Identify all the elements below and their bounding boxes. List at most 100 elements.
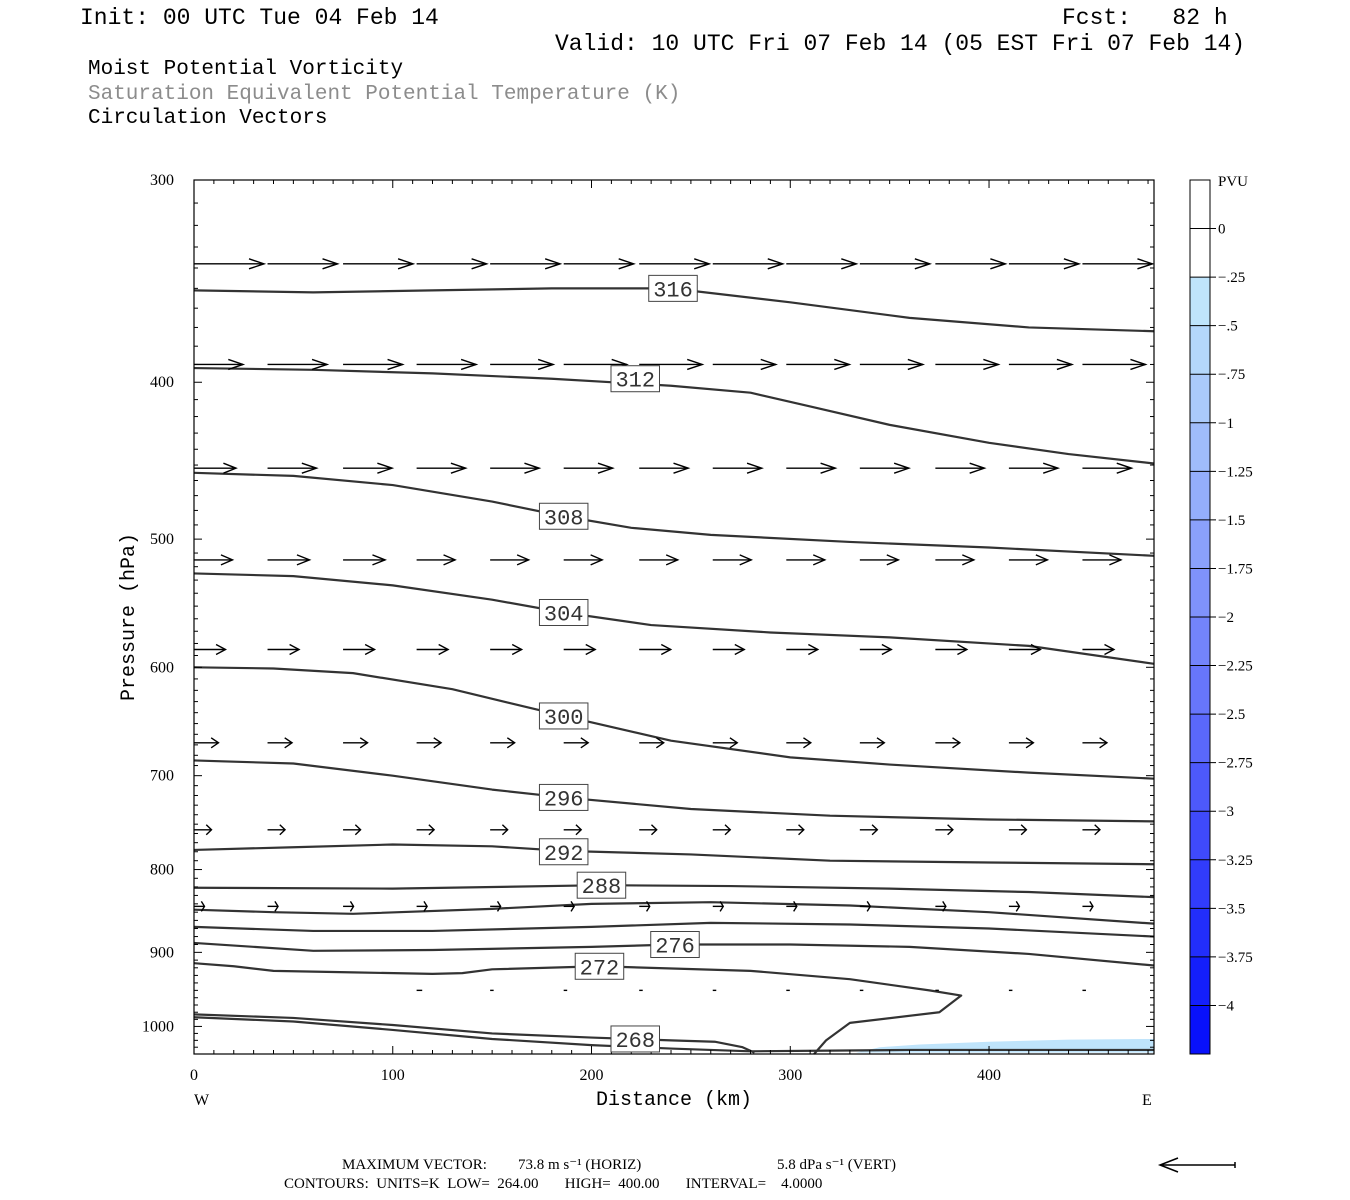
circulation-vector [194,462,238,474]
vector-head [660,643,673,656]
vector-head [1020,824,1028,836]
theta-e-contour-268 [193,1013,755,1054]
circulation-vector [1008,824,1028,836]
circulation-vector [490,462,542,474]
y-tick-label-700: 700 [150,768,174,785]
circulation-vector [786,462,838,474]
contour-info: CONTOURS: UNITS=K LOW= 264.00 HIGH= 400.… [284,1176,823,1192]
circulation-vector [639,643,673,656]
vector-head [1137,258,1155,270]
vector-head [205,824,213,836]
vector-head [423,900,428,912]
circulation-vector [267,462,319,474]
theta-e-contour-292 [193,843,1155,866]
vector-head [496,900,502,912]
vector-head [322,258,340,270]
vector-head [460,358,479,371]
vector-head [228,358,246,371]
vector-head [524,462,542,474]
circulation-vector [490,258,563,270]
vector-head [349,900,355,912]
circulation-vector [416,737,443,749]
vector-head [1094,824,1101,836]
colorbar-swatch [1190,762,1210,812]
vector-head [650,824,658,836]
y-tick-label-500: 500 [150,531,174,548]
vector-head [812,554,827,566]
circulation-vector [194,737,220,749]
vector-head [1030,643,1042,656]
colorbar-swatch [1190,568,1210,617]
vector-head [990,258,1008,270]
y-axis-title: Pressure (hPa) [118,533,141,701]
colorbar-level-label: −4 [1218,998,1234,1014]
vector-head [881,643,893,656]
circulation-vector [343,643,377,656]
vector-head [673,462,691,474]
colorbar-swatch [1190,471,1210,520]
circulation-vector [712,824,732,836]
vector-head [719,900,725,912]
vector-head [1089,900,1094,912]
vector-head [590,554,604,566]
vector-head [516,554,531,566]
vector-head [1063,258,1082,270]
colorbar-level-label: −1.5 [1218,513,1245,529]
vector-head [544,258,563,270]
circulation-vector [935,643,969,656]
vector-head [377,462,395,474]
circulation-vector [267,554,312,566]
circulation-vector [490,643,524,656]
circulation-vector [563,900,576,912]
vector-head [364,643,377,656]
plot-frame [193,179,1155,1055]
circulation-vector [786,554,827,566]
colorbar-swatch [1190,228,1210,278]
vector-head [220,554,235,566]
vector-head [575,824,583,836]
vector-head [665,554,680,566]
circulation-vector [712,900,725,912]
circulation-vector [194,258,267,270]
circulation-vector [639,462,691,474]
circulation-vector [343,358,405,371]
circulation-vector [859,900,872,912]
y-tick-label-800: 800 [150,862,174,879]
vector-head [1042,462,1061,474]
colorbar-level-label: −3 [1218,804,1234,820]
vector-head [359,737,369,749]
vector-head [210,737,220,749]
vector-head [767,258,785,270]
circulation-vector [1082,737,1109,749]
colorbar-level-label: −2 [1218,610,1234,626]
vector-head [537,358,556,371]
circulation-vector [416,643,450,656]
colorbar-level-label: −.25 [1218,270,1245,286]
colorbar-swatch [1190,1005,1210,1054]
contour-label-box-304 [538,598,589,626]
x-tick-label-400: 400 [977,1067,1001,1084]
vector-head [866,900,872,912]
theta-e-contour-312 [193,366,1155,465]
max-vector-vert: 5.8 dPa s⁻¹ (VERT) [777,1157,897,1173]
vector-head [798,824,805,836]
circulation-vector [712,554,754,566]
circulation-vector [267,824,287,836]
circulation-vector [712,643,746,656]
x-tick-label-100: 100 [381,1067,405,1084]
circulation-vector [1082,358,1148,371]
valid-time: Valid: 10 UTC Fri 07 Feb 14 (05 EST Fri … [555,31,1246,57]
vector-head [223,462,238,474]
vector-head [793,900,798,912]
colorbar-level-label: −.5 [1218,319,1238,335]
circulation-vector [1082,900,1094,912]
circulation-vector [1082,643,1116,656]
vector-head [1025,737,1035,749]
theta-e-contour-296 [193,759,1155,823]
contour-label-308: 308 [544,506,584,531]
vector-head [200,900,206,912]
theta-e-contour-unlabeled-8 [193,901,1155,925]
contour-label-box-268 [610,1025,660,1053]
circulation-vector [859,643,893,656]
